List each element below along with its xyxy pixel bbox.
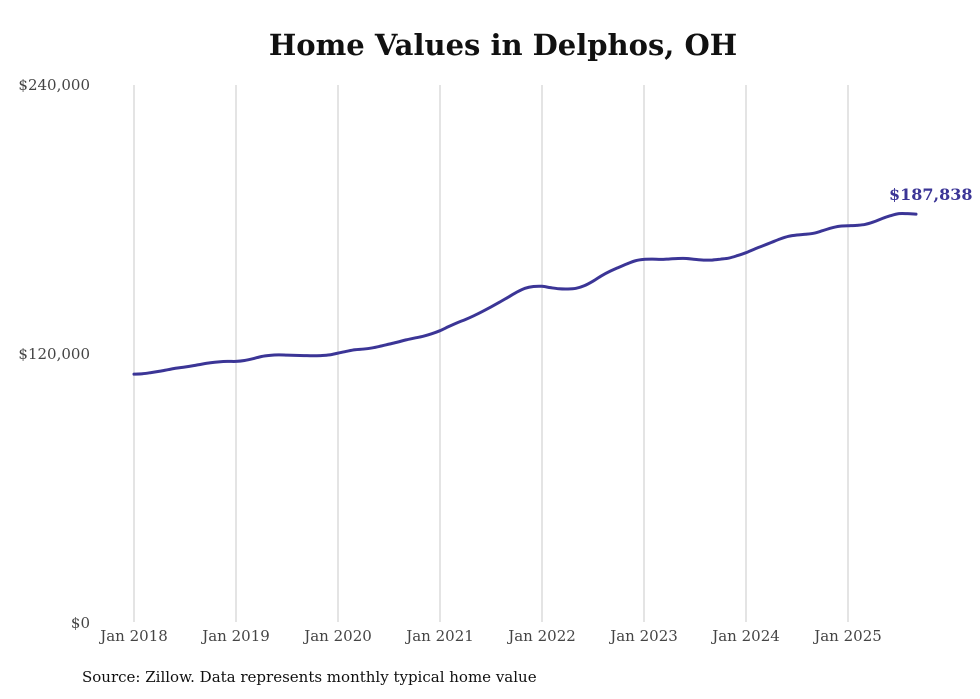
- x-tick-label: Jan 2019: [200, 627, 270, 645]
- x-tick-label: Jan 2021: [404, 627, 474, 645]
- source-note: Source: Zillow. Data represents monthly …: [82, 668, 537, 686]
- chart-title: Home Values in Delphos, OH: [268, 28, 738, 62]
- y-tick-label: $240,000: [18, 76, 90, 94]
- end-label-layer: $187,838: [889, 185, 973, 204]
- x-tick-label: Jan 2023: [608, 627, 678, 645]
- y-tick-label: $0: [71, 614, 90, 632]
- series-layer: [132, 212, 918, 376]
- y-axis-tick-labels: $0 $120,000 $240,000: [18, 76, 90, 632]
- end-value-label: $187,838: [889, 185, 973, 204]
- y-tick-label: $120,000: [18, 345, 90, 363]
- x-axis-tick-labels: Jan 2018 Jan 2019 Jan 2020 Jan 2021 Jan 2022…: [98, 627, 882, 645]
- gridlines: [133, 85, 849, 622]
- x-tick-label: Jan 2020: [302, 627, 372, 645]
- x-tick-label: Jan 2024: [710, 627, 780, 645]
- series-line: [132, 212, 918, 376]
- x-tick-label: Jan 2018: [98, 627, 168, 645]
- x-tick-label: Jan 2025: [812, 627, 882, 645]
- x-tick-label: Jan 2022: [506, 627, 576, 645]
